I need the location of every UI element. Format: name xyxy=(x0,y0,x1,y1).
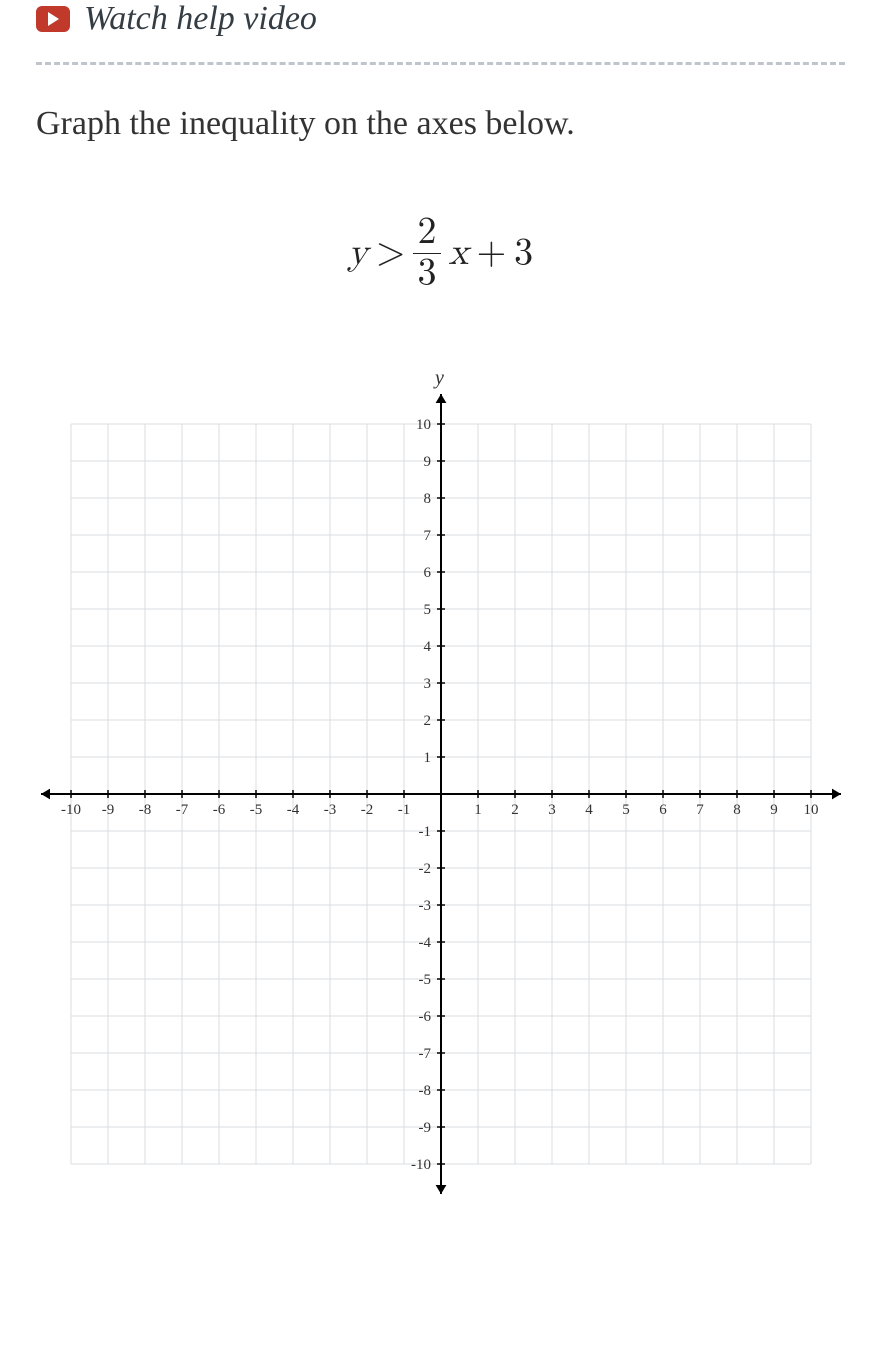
svg-text:8: 8 xyxy=(733,802,741,818)
svg-text:-5: -5 xyxy=(249,802,262,818)
svg-text:-10: -10 xyxy=(411,1157,431,1173)
svg-text:1: 1 xyxy=(423,750,431,766)
svg-text:-9: -9 xyxy=(418,1120,431,1136)
svg-text:-2: -2 xyxy=(418,861,431,877)
equation-plus: + xyxy=(477,230,507,276)
svg-text:-3: -3 xyxy=(418,898,431,914)
svg-text:5: 5 xyxy=(622,802,630,818)
svg-text:9: 9 xyxy=(423,454,431,470)
svg-text:-4: -4 xyxy=(418,935,431,951)
svg-text:-3: -3 xyxy=(323,802,336,818)
equation-var: x xyxy=(449,230,469,276)
svg-text:-6: -6 xyxy=(418,1009,431,1025)
svg-text:2: 2 xyxy=(423,713,431,729)
inequality-equation: y > 2 3 x + 3 xyxy=(348,213,533,294)
watch-video-text: Watch help video xyxy=(84,0,317,38)
svg-text:-9: -9 xyxy=(101,802,114,818)
svg-text:-1: -1 xyxy=(418,824,431,840)
svg-text:-8: -8 xyxy=(418,1083,431,1099)
play-icon xyxy=(36,6,70,32)
watch-video-link[interactable]: Watch help video xyxy=(0,0,881,62)
instruction-text: Graph the inequality on the axes below. xyxy=(0,105,881,143)
svg-text:1: 1 xyxy=(474,802,482,818)
svg-text:-4: -4 xyxy=(286,802,299,818)
svg-text:-2: -2 xyxy=(360,802,373,818)
equation-relation: > xyxy=(376,230,406,276)
svg-text:-1: -1 xyxy=(397,802,410,818)
svg-text:-10: -10 xyxy=(61,802,81,818)
equation-lhs: y xyxy=(348,230,368,276)
svg-text:9: 9 xyxy=(770,802,778,818)
section-divider xyxy=(36,62,845,65)
svg-text:7: 7 xyxy=(696,802,704,818)
svg-text:7: 7 xyxy=(423,528,431,544)
coordinate-graph[interactable]: -10 -9 -8 -7 -6 -5 -4 -3 -2 -1 1 2 3 4 5 6 7 8 9 10 1 2 3 4 5 6 7 8… xyxy=(31,364,851,1224)
svg-text:-5: -5 xyxy=(418,972,431,988)
svg-text:3: 3 xyxy=(423,676,431,692)
svg-text:4: 4 xyxy=(585,802,593,818)
svg-text:6: 6 xyxy=(659,802,667,818)
svg-text:-6: -6 xyxy=(212,802,225,818)
svg-text:-8: -8 xyxy=(138,802,151,818)
svg-text:10: 10 xyxy=(416,417,431,433)
equation-fraction: 2 3 xyxy=(413,213,440,294)
equation-frac-num: 2 xyxy=(413,213,440,253)
svg-text:5: 5 xyxy=(423,602,431,618)
equation-frac-den: 3 xyxy=(413,254,440,294)
svg-text:10: 10 xyxy=(803,802,818,818)
svg-text:6: 6 xyxy=(423,565,431,581)
svg-text:2: 2 xyxy=(511,802,519,818)
svg-text:8: 8 xyxy=(423,491,431,507)
equation-const: 3 xyxy=(514,230,533,276)
svg-text:4: 4 xyxy=(423,639,431,655)
svg-text:y: y xyxy=(433,367,444,389)
svg-text:3: 3 xyxy=(548,802,556,818)
svg-text:-7: -7 xyxy=(175,802,188,818)
svg-text:-7: -7 xyxy=(418,1046,431,1062)
